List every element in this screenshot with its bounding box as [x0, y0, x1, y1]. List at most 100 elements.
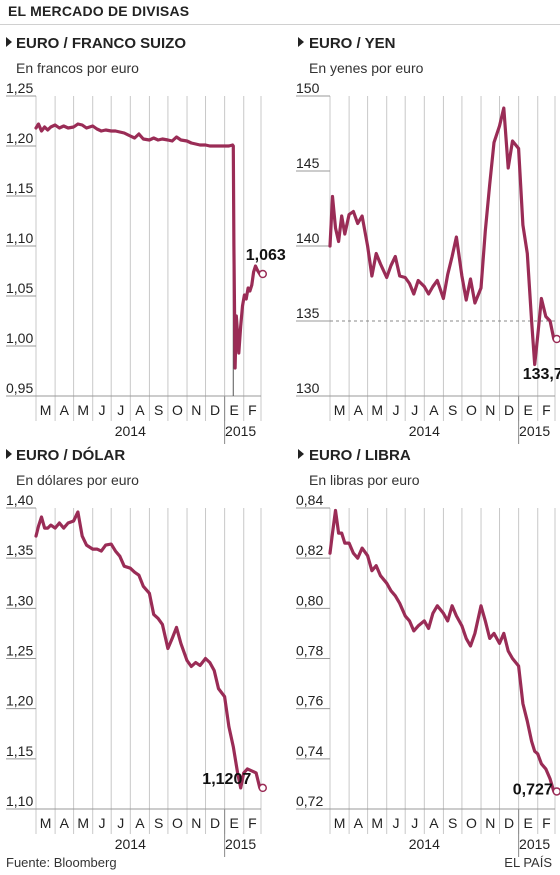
y-tick-label: 1,05: [6, 280, 33, 296]
chart-panel-3: EURO / DÓLAR En dólares por euro 1,10 1,15 1…: [6, 446, 268, 857]
x-tick-label: A: [429, 815, 439, 831]
end-point-marker: [552, 334, 560, 344]
x-tick-label: A: [60, 815, 70, 831]
x-tick-label: J: [98, 815, 105, 831]
y-tick-label: 140: [296, 230, 320, 246]
x-tick-label: J: [411, 815, 418, 831]
x-tick-label: D: [210, 815, 220, 831]
series-line: [328, 508, 556, 794]
x-tick-label: M: [40, 815, 52, 831]
x-tick-label: E: [230, 815, 239, 831]
chart-subtitle: En libras por euro: [309, 472, 420, 488]
x-year-label: 2014: [115, 423, 146, 439]
x-tick-label: F: [248, 815, 257, 831]
y-tick-label: 0,95: [6, 380, 33, 396]
y-tick-label: 0,80: [296, 592, 323, 608]
x-tick-label: F: [248, 402, 257, 418]
x-tick-label: D: [210, 402, 220, 418]
y-tick-label: 1,25: [6, 80, 33, 96]
y-tick-label: 1,10: [6, 230, 33, 246]
end-value-label: 1,1207: [202, 771, 251, 788]
y-tick-label: 1,40: [6, 492, 33, 508]
x-year-label: 2015: [225, 423, 256, 439]
x-tick-label: J: [392, 815, 399, 831]
brand-credit: EL PAÍS: [504, 855, 552, 870]
x-tick-label: A: [135, 402, 145, 418]
end-value-label: 1,063: [246, 247, 286, 264]
end-point-marker: [258, 783, 268, 793]
x-tick-label: M: [77, 815, 89, 831]
x-tick-label: J: [117, 402, 124, 418]
x-tick-label: J: [411, 402, 418, 418]
x-tick-label: N: [191, 815, 201, 831]
x-tick-label: A: [354, 815, 364, 831]
title-divider: [0, 24, 560, 25]
y-tick-label: 1,10: [6, 793, 33, 809]
x-tick-label: O: [466, 815, 477, 831]
page-title: EL MERCADO DE DIVISAS: [8, 3, 190, 19]
series-line: [34, 510, 262, 790]
end-value-label: 0,727: [513, 781, 553, 798]
x-tick-label: D: [504, 402, 514, 418]
series-line: [34, 122, 262, 370]
title-arrow-icon: [298, 449, 304, 459]
y-tick-label: 0,84: [296, 492, 323, 508]
x-year-label: 2014: [409, 423, 440, 439]
end-point-marker: [258, 269, 268, 279]
source-note: Fuente: Bloomberg: [6, 855, 117, 870]
x-tick-label: E: [524, 402, 533, 418]
y-tick-label: 0,76: [296, 693, 323, 709]
x-tick-label: E: [230, 402, 239, 418]
x-tick-label: S: [154, 402, 163, 418]
y-tick-label: 135: [296, 305, 320, 321]
y-tick-label: 150: [296, 80, 320, 96]
y-tick-label: 0,74: [296, 743, 323, 759]
x-tick-label: N: [485, 402, 495, 418]
title-arrow-icon: [6, 37, 12, 47]
x-tick-label: J: [98, 402, 105, 418]
x-tick-label: N: [191, 402, 201, 418]
y-tick-label: 0,72: [296, 793, 323, 809]
end-point-marker: [552, 787, 560, 796]
x-tick-label: F: [542, 402, 551, 418]
chart-title: EURO / YEN: [309, 35, 395, 52]
x-tick-label: F: [542, 815, 551, 831]
x-tick-label: A: [429, 402, 439, 418]
y-tick-label: 145: [296, 155, 320, 171]
x-tick-label: D: [504, 815, 514, 831]
title-arrow-icon: [298, 37, 304, 47]
chart-subtitle: En dólares por euro: [16, 472, 139, 488]
x-tick-label: O: [466, 402, 477, 418]
y-tick-label: 1,30: [6, 592, 33, 608]
x-tick-label: A: [60, 402, 70, 418]
x-tick-label: M: [371, 815, 383, 831]
chart-panel-1: EURO / FRANCO SUIZO En francos por euro 0,…: [6, 35, 286, 444]
chart-title: EURO / DÓLAR: [16, 446, 125, 464]
x-tick-label: A: [135, 815, 145, 831]
y-tick-label: 1,15: [6, 743, 33, 759]
x-tick-label: S: [448, 815, 457, 831]
end-value-label: 133,7: [523, 366, 560, 383]
chart-title: EURO / LIBRA: [309, 447, 411, 464]
y-tick-label: 1,00: [6, 330, 33, 346]
title-arrow-icon: [6, 449, 12, 459]
x-tick-label: S: [154, 815, 163, 831]
x-tick-label: E: [524, 815, 533, 831]
x-tick-label: O: [172, 815, 183, 831]
series-line: [328, 106, 556, 367]
y-tick-label: 0,82: [296, 542, 323, 558]
x-tick-label: O: [172, 402, 183, 418]
x-tick-label: M: [40, 402, 52, 418]
x-year-label: 2014: [115, 836, 146, 852]
x-year-label: 2015: [519, 836, 550, 852]
chart-title: EURO / FRANCO SUIZO: [16, 35, 186, 52]
x-tick-label: J: [117, 815, 124, 831]
x-tick-label: N: [485, 815, 495, 831]
x-tick-label: A: [354, 402, 364, 418]
y-tick-label: 0,78: [296, 643, 323, 659]
x-tick-label: M: [371, 402, 383, 418]
chart-subtitle: En yenes por euro: [309, 60, 424, 76]
x-year-label: 2015: [519, 423, 550, 439]
x-tick-label: M: [334, 815, 346, 831]
